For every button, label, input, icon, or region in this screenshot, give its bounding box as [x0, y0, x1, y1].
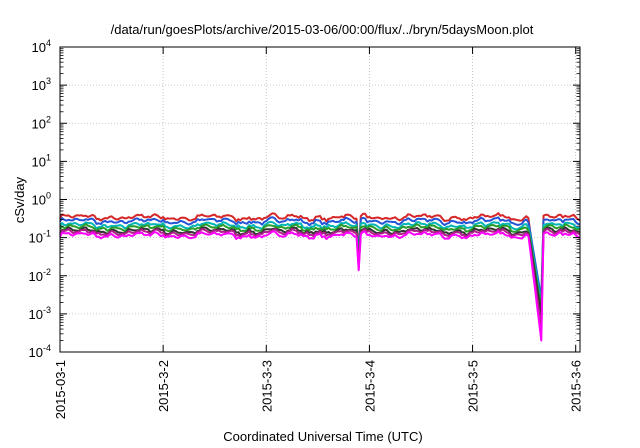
series-line	[59, 220, 581, 306]
series-line	[59, 216, 581, 300]
y-tick-label: 10-1	[29, 229, 51, 246]
x-axis-ticks: 2015-03-1 2015-3-2 2015-3-3 2015-3-4 2015-3-…	[53, 47, 584, 419]
x-axis-label: Coordinated Universal Time (UTC)	[223, 429, 422, 444]
y-tick-label: 103	[32, 76, 51, 93]
series-line	[59, 212, 581, 324]
y-tick-label: 10-2	[29, 267, 51, 284]
y-tick-label: 101	[32, 152, 51, 169]
series-line	[59, 230, 581, 342]
y-axis-label: cSv/day	[12, 176, 27, 223]
y-tick-label: 10-4	[29, 343, 51, 360]
grid	[60, 47, 580, 352]
y-tick-label: 100	[32, 191, 51, 208]
series-line	[59, 228, 581, 330]
y-tick-label: 10-3	[29, 305, 51, 322]
y-axis-ticks: 10-4 10-3 10-2 10-1 100 101 102 103 104	[29, 38, 580, 360]
x-tick-label: 2015-3-2	[156, 360, 171, 412]
chart-title: /data/run/goesPlots/archive/2015-03-06/0…	[111, 22, 534, 37]
series-line	[59, 226, 581, 317]
series-line	[59, 223, 581, 312]
x-tick-label: 2015-03-1	[53, 360, 68, 419]
x-tick-label: 2015-3-5	[466, 360, 481, 412]
series-layer	[59, 212, 581, 342]
x-tick-label: 2015-3-4	[362, 360, 377, 412]
y-tick-label: 104	[32, 38, 51, 55]
x-tick-label: 2015-3-3	[259, 360, 274, 412]
y-tick-label: 102	[32, 114, 51, 131]
x-tick-label: 2015-3-6	[569, 360, 584, 412]
